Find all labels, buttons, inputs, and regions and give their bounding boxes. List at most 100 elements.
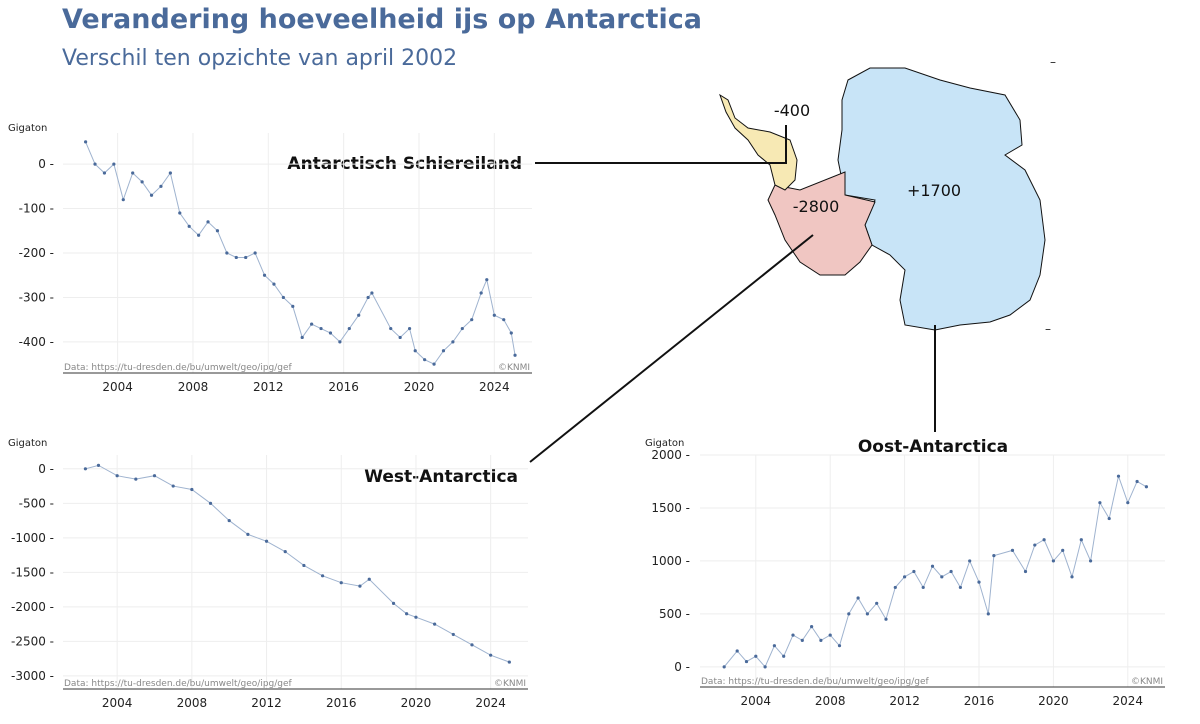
map-label-west: -2800 (793, 197, 840, 216)
data-point (291, 304, 295, 308)
data-point (320, 574, 325, 578)
data-point (1116, 474, 1121, 478)
data-point (302, 563, 306, 568)
x-tick-label: 2012 (253, 380, 284, 394)
x-tick-label: 2024 (1113, 694, 1144, 708)
data-point (460, 326, 464, 331)
y-tick-label: 0 - (674, 660, 690, 674)
data-point (470, 643, 474, 647)
data-point (234, 255, 238, 260)
data-point (168, 171, 172, 175)
x-tick-label: 2008 (815, 694, 846, 708)
data-point (977, 580, 981, 584)
data-point (190, 487, 194, 492)
data-point (171, 484, 175, 488)
credit: ©KNMI (1131, 677, 1163, 687)
data-point (1107, 516, 1111, 521)
data-point (884, 617, 888, 621)
data-point (134, 477, 138, 481)
data-point (1135, 479, 1139, 484)
data-point (225, 251, 229, 255)
x-tick-label: 2016 (326, 696, 357, 710)
x-tick-label: 2004 (741, 694, 772, 708)
y-tick-label: 1500 - (651, 501, 690, 515)
data-point (507, 660, 511, 664)
data-point (847, 612, 851, 616)
chart-peninsula: 2004 2008 2012 2016 2020 2024 0 - -100 - -200 - -… (8, 123, 532, 394)
y-axis-label: Gigaton (645, 438, 684, 449)
data-point (283, 550, 287, 554)
data-point (83, 467, 88, 471)
data-point (800, 638, 804, 642)
data-point (949, 569, 953, 574)
data-point (197, 233, 201, 237)
x-tick-label: 2004 (102, 696, 133, 710)
data-point (903, 575, 907, 579)
y-tick-label: 0 - (38, 462, 54, 476)
data-point (215, 229, 220, 233)
data-point (121, 198, 125, 202)
chart-west: 2004 2008 2012 2016 2020 2024 0 - -500 - -1000 -… (8, 438, 528, 710)
data-point (367, 577, 371, 581)
data-point (328, 331, 333, 335)
data-point (875, 601, 879, 605)
data-point (1144, 485, 1148, 489)
y-tick-label: 1000 - (651, 554, 690, 568)
data-point (828, 633, 832, 637)
data-point (451, 632, 455, 637)
map-tick-mark: – (1045, 322, 1051, 336)
data-point (509, 331, 513, 335)
leader-line-peninsula (535, 125, 787, 164)
data-point (405, 612, 409, 616)
series-line (723, 474, 1147, 668)
x-tick-label: 2016 (964, 694, 995, 708)
data-point (339, 581, 343, 585)
data-point (338, 340, 342, 344)
credit: ©KNMI (494, 679, 526, 689)
data-point (347, 326, 351, 331)
y-tick-label: 0 - (38, 157, 54, 171)
x-tick-label: 2008 (178, 380, 209, 394)
data-point (1033, 543, 1037, 547)
data-point (479, 291, 483, 295)
data-point (865, 612, 870, 616)
credit: ©KNMI (498, 363, 530, 373)
leader-line-west (529, 234, 814, 463)
y-axis-label: Gigaton (8, 438, 47, 449)
data-point (423, 358, 427, 362)
antarctica-map: -400 -2800 +1700 – – (529, 55, 1056, 463)
data-source: Data: https://tu-dresden.de/bu/umwelt/ge… (64, 679, 293, 689)
data-point (837, 644, 842, 648)
data-point (489, 653, 493, 657)
y-tick-label: 500 - (659, 607, 690, 621)
data-point (1051, 559, 1055, 563)
data-point (131, 171, 135, 175)
series-line (85, 464, 510, 663)
x-tick-label: 2024 (475, 696, 506, 710)
map-label-peninsula: -400 (774, 101, 810, 120)
data-point (782, 654, 786, 658)
data-point (921, 585, 925, 590)
region-title-east: Oost-Antarctica (858, 437, 1008, 457)
data-point (366, 295, 370, 300)
region-title-west: West-Antarctica (364, 467, 518, 487)
x-tick-label: 2016 (328, 380, 359, 394)
chart-east: 2004 2008 2012 2016 2020 2024 0 - 500 - 1000 - 15… (645, 438, 1165, 708)
data-point (206, 220, 210, 224)
data-point (1042, 538, 1046, 542)
data-point (754, 654, 758, 658)
data-point (433, 622, 437, 626)
x-tick-label: 2024 (479, 380, 510, 394)
data-point (513, 353, 517, 357)
data-point (451, 340, 455, 344)
data-point (272, 282, 276, 286)
page-subtitle: Verschil ten opzichte van april 2002 (62, 46, 458, 71)
series-line (85, 141, 516, 365)
data-point (986, 612, 990, 616)
data-point (102, 171, 107, 175)
data-point (810, 625, 814, 629)
y-tick-label: -1000 - (11, 531, 54, 545)
data-point (470, 318, 474, 322)
map-label-east: +1700 (907, 181, 961, 200)
